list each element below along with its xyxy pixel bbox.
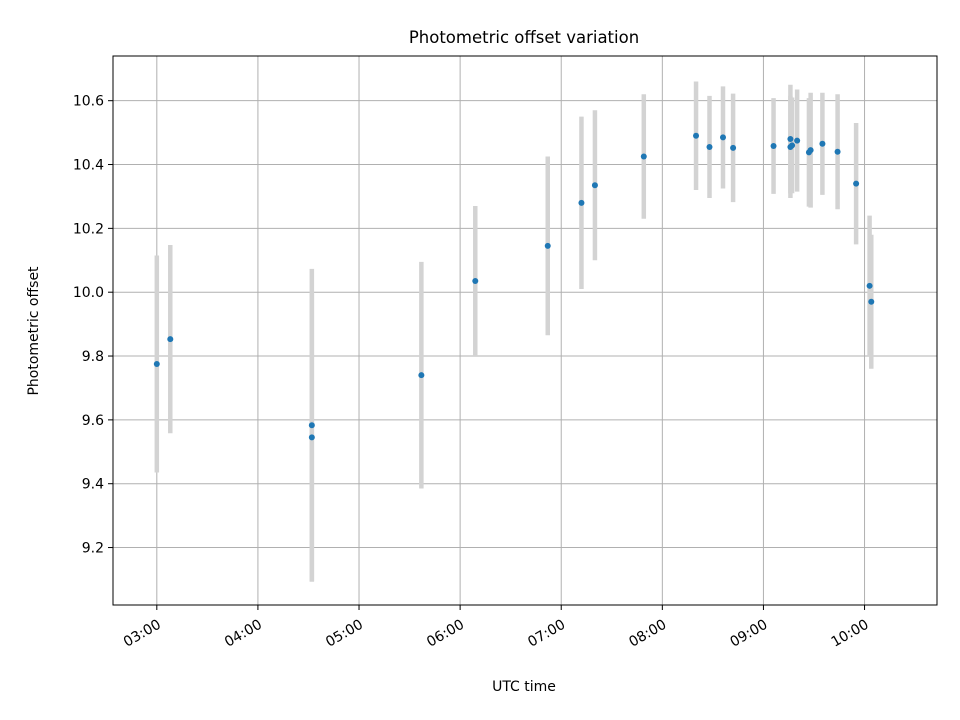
y-tick-label: 10.0: [73, 285, 104, 301]
data-point: [167, 336, 174, 343]
data-point: [591, 182, 598, 189]
y-axis-label: Photometric offset: [26, 266, 42, 396]
x-axis-ticks: 03:00 04:00 05:00 06:00 07:00 08:00 09:00 10:00: [121, 605, 872, 651]
data-points: [153, 132, 875, 441]
data-point: [153, 361, 160, 368]
data-point: [693, 132, 700, 139]
data-point: [544, 242, 551, 249]
plot-frame: [112, 55, 938, 606]
y-tick-label: 10.4: [73, 158, 104, 174]
data-point: [868, 298, 875, 305]
y-tick-label: 10.6: [73, 94, 104, 110]
data-point: [794, 137, 801, 144]
y-axis-ticks: 9.2 9.4 9.6 9.8 10.0 10.2 10.4 10.6: [73, 94, 113, 557]
data-point: [866, 282, 873, 289]
grid: [113, 56, 937, 605]
x-tick-label: 08:00: [626, 617, 669, 651]
x-tick-label: 07:00: [525, 617, 568, 651]
y-tick-label: 9.4: [82, 477, 104, 493]
data-point: [308, 422, 315, 429]
data-point: [418, 372, 425, 379]
data-point: [730, 144, 737, 151]
data-point: [640, 153, 647, 160]
x-tick-label: 10:00: [829, 617, 872, 651]
y-tick-label: 9.8: [82, 349, 104, 365]
data-point: [819, 140, 826, 147]
x-tick-label: 06:00: [424, 617, 467, 651]
data-point: [706, 143, 713, 150]
x-tick-label: 05:00: [323, 617, 366, 651]
data-point: [834, 148, 841, 155]
chart-title: Photometric offset variation: [409, 28, 639, 47]
data-point: [578, 199, 585, 206]
data-point: [472, 278, 479, 285]
data-point: [770, 143, 777, 150]
x-axis-label: UTC time: [492, 679, 556, 695]
error-bars: [154, 81, 874, 582]
x-tick-label: 04:00: [222, 617, 265, 651]
data-point: [787, 135, 794, 142]
x-tick-label: 03:00: [121, 617, 164, 651]
data-point: [719, 134, 726, 141]
y-tick-label: 10.2: [73, 221, 104, 237]
data-point: [807, 147, 814, 154]
data-point: [789, 142, 796, 149]
data-point: [308, 434, 315, 441]
y-tick-label: 9.2: [82, 541, 104, 557]
y-tick-label: 9.6: [82, 413, 104, 429]
data-point: [853, 180, 860, 187]
x-tick-label: 09:00: [727, 617, 770, 651]
